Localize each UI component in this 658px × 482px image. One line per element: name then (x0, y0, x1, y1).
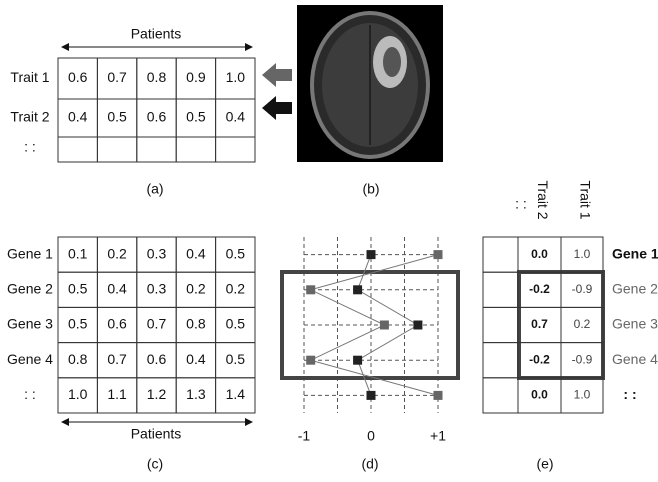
cell-text: 0.0 (531, 388, 548, 402)
mri-image (297, 5, 443, 162)
cell-text: 1.0 (68, 386, 88, 402)
x-tick-label: +1 (430, 428, 446, 444)
cell-text: 0.4 (186, 351, 206, 367)
cell-text: 0.2 (186, 281, 206, 297)
cell-text: 0.2 (107, 245, 127, 261)
caption: (b) (362, 181, 379, 197)
cell-text: -0.2 (529, 352, 550, 366)
row-label: : : (24, 386, 36, 402)
cell-text: 0.6 (107, 316, 127, 332)
cell (483, 307, 518, 342)
cell-text: 0.4 (68, 109, 88, 125)
cell (483, 272, 518, 307)
x-tick-label: -1 (298, 428, 311, 444)
cell-text: 1.0 (574, 388, 591, 402)
caption: (a) (146, 181, 163, 197)
cell-text: 0.8 (68, 351, 88, 367)
point (434, 391, 443, 400)
cell-text: -0.9 (572, 282, 593, 296)
point (434, 250, 443, 259)
point (353, 285, 362, 294)
cell (97, 137, 136, 162)
point (306, 356, 315, 365)
point (306, 285, 315, 294)
row-label: Gene 4 (612, 351, 658, 367)
column-header: Trait 2 (535, 180, 551, 219)
cell-text: 1.4 (226, 386, 246, 402)
cell-text: 0.5 (226, 316, 246, 332)
row-label: Gene 1 (7, 245, 53, 261)
cell (216, 137, 255, 162)
column-header: Trait 1 (577, 180, 593, 219)
cell-text: 1.3 (186, 386, 206, 402)
cell (483, 378, 518, 413)
cell (483, 237, 518, 272)
header: Patients (131, 26, 182, 42)
cell-text: -0.2 (529, 282, 550, 296)
cell-text: 0.5 (226, 245, 246, 261)
cell-text: 0.4 (107, 281, 127, 297)
cell-text: 1.2 (147, 386, 167, 402)
cell-text: 0.8 (186, 316, 206, 332)
cell-text: 0.5 (68, 316, 88, 332)
x-tick-label: 0 (367, 428, 375, 444)
cell-text: -0.9 (572, 352, 593, 366)
cell-text: 0.2 (226, 281, 246, 297)
point (367, 391, 376, 400)
cell-text: 0.8 (147, 69, 167, 85)
row-label: Gene 2 (612, 281, 658, 297)
footer: Patients (131, 426, 182, 442)
row-label: : : (623, 386, 636, 402)
row-label: Gene 2 (7, 281, 53, 297)
cell-text: 0.7 (107, 351, 127, 367)
cell-text: 0.6 (68, 69, 88, 85)
cell-text: 0.0 (531, 247, 548, 261)
cell-text: 1.0 (574, 247, 591, 261)
cell (137, 137, 176, 162)
arrow-gray (262, 63, 292, 87)
cell-text: 0.6 (147, 109, 167, 125)
row-label: Trait 1 (10, 69, 49, 85)
cell-text: 1.0 (226, 69, 246, 85)
row-label: Trait 2 (10, 109, 49, 125)
point (413, 321, 422, 330)
row-label: Gene 3 (612, 316, 658, 332)
cell-text: 0.7 (147, 316, 167, 332)
point (353, 356, 362, 365)
row-label: Gene 1 (612, 245, 658, 261)
cell-text: 0.6 (147, 351, 167, 367)
point (367, 250, 376, 259)
cell (58, 137, 97, 162)
cell-text: 0.2 (574, 317, 591, 331)
cell-text: 1.1 (107, 386, 127, 402)
point (380, 321, 389, 330)
continuation: : : (24, 139, 36, 155)
cell-text: 0.5 (226, 351, 246, 367)
cell-text: 0.1 (68, 245, 88, 261)
figure: Patients Trait 1 0.6 0.7 0.8 0.9 1.0 Trait 2 0.4… (0, 0, 658, 482)
cell-text: 0.5 (68, 281, 88, 297)
cell (483, 343, 518, 378)
arrow-black (262, 96, 292, 120)
caption: (e) (536, 456, 553, 472)
cell-text: 0.9 (186, 69, 206, 85)
cell-text: 0.5 (107, 109, 127, 125)
cell-text: 0.4 (186, 245, 206, 261)
continuation: : : (515, 196, 527, 212)
cell-text: 0.4 (226, 109, 246, 125)
row-label: Gene 4 (7, 351, 53, 367)
cell-text: 0.5 (186, 109, 206, 125)
cell-text: 0.7 (107, 69, 127, 85)
row-label: Gene 3 (7, 316, 53, 332)
cell-text: 0.3 (147, 245, 167, 261)
cell-text: 0.3 (147, 281, 167, 297)
cell (176, 137, 215, 162)
cell-text: 0.7 (531, 317, 548, 331)
caption: (c) (147, 456, 163, 472)
caption: (d) (361, 456, 378, 472)
